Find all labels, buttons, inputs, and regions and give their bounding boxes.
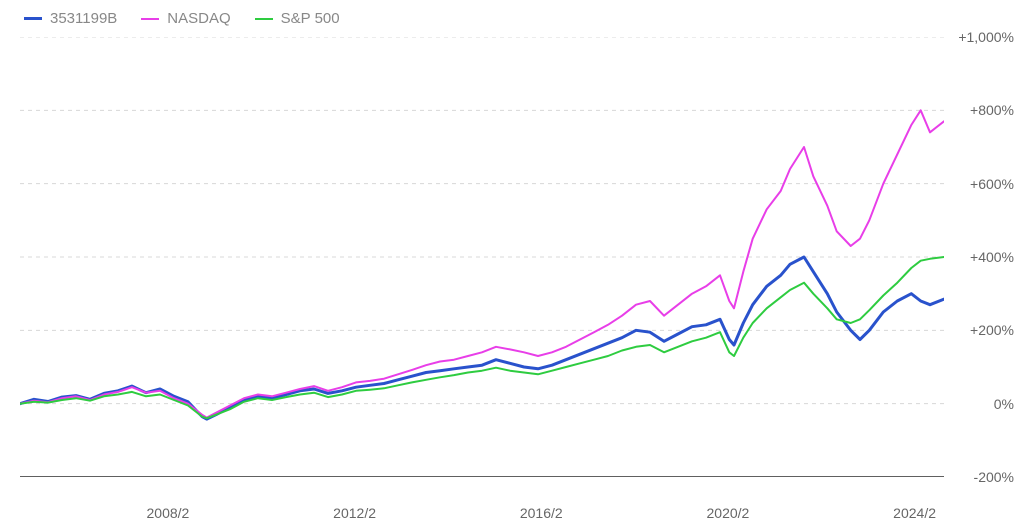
x-tick-label: 2008/2 [147, 505, 190, 521]
y-tick-label: -200% [974, 469, 1014, 485]
legend-label: NASDAQ [167, 10, 230, 27]
y-tick-label: +800% [970, 102, 1014, 118]
legend-label: S&P 500 [281, 10, 340, 27]
chart-legend: 3531199B NASDAQ S&P 500 [20, 10, 944, 27]
chart-svg [20, 37, 944, 477]
y-tick-label: 0% [994, 396, 1014, 412]
legend-item-series-1[interactable]: NASDAQ [141, 10, 230, 27]
y-tick-label: +600% [970, 176, 1014, 192]
x-tick-label: 2020/2 [707, 505, 750, 521]
legend-label: 3531199B [50, 10, 117, 27]
performance-chart: 3531199B NASDAQ S&P 500 -200%0%+200%+400… [0, 0, 1024, 526]
y-tick-label: +200% [970, 322, 1014, 338]
x-tick-label: 2012/2 [333, 505, 376, 521]
y-tick-label: +400% [970, 249, 1014, 265]
legend-item-series-2[interactable]: S&P 500 [255, 10, 340, 27]
legend-item-series-0[interactable]: 3531199B [24, 10, 117, 27]
y-tick-label: +1,000% [958, 29, 1014, 45]
plot-area[interactable]: -200%0%+200%+400%+600%+800%+1,000% 2008/… [20, 37, 944, 477]
legend-swatch-icon [255, 18, 273, 20]
x-tick-label: 2016/2 [520, 505, 563, 521]
legend-swatch-icon [24, 17, 42, 20]
legend-swatch-icon [141, 18, 159, 20]
x-tick-label: 2024/2 [893, 505, 936, 521]
